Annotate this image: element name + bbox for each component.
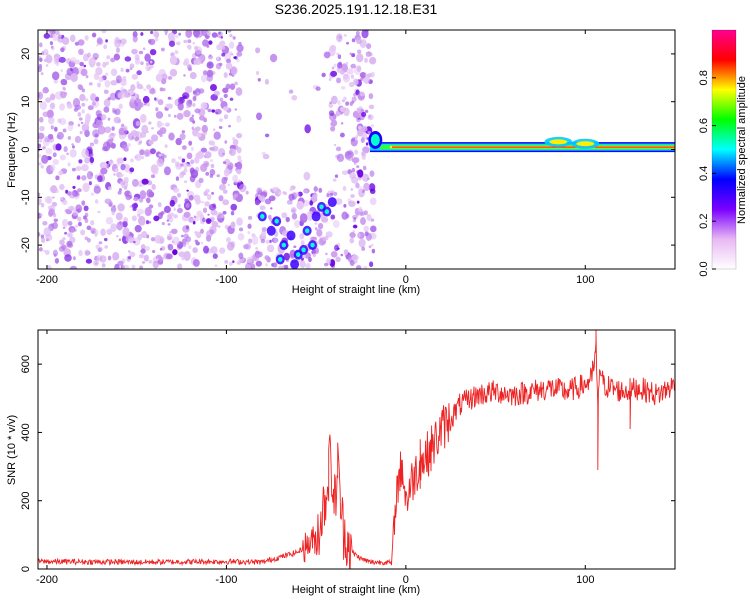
colorbar-scale [712, 30, 736, 269]
spectrogram-x-tick-label: -200 [36, 274, 58, 286]
spectrogram-x-tick-label: 100 [576, 274, 594, 286]
signal-cluster [257, 197, 337, 269]
colorbar: 0.0 0.2 0.4 0.6 0.8 Normalized spectral ampl… [698, 29, 748, 277]
snr-frame [37, 329, 676, 570]
spectrogram-x-tick-label: -100 [215, 274, 237, 286]
colorbar-label: Normalized spectral amplitude [736, 76, 748, 224]
snr-x-tick-label: -100 [215, 574, 237, 586]
spectrogram-y-axis-label: Frequency (Hz) [6, 112, 18, 188]
snr-x-tick-label: -200 [36, 574, 58, 586]
snr-y-axis-label: SNR (10 * v/v) [6, 415, 18, 485]
snr-x-tick-label: 0 [403, 574, 409, 586]
spectrogram-y-tick-label: 20 [20, 48, 32, 60]
snr-panel: -200 -100 0 100 0 200 400 600 Height of straigh… [6, 329, 676, 596]
snr-y-tick-label: 0 [20, 566, 32, 572]
spectrogram-y-tick-label: -20 [20, 237, 32, 253]
colorbar-tick-label: 0.2 [698, 214, 710, 229]
spectrogram-y-tick-label: 0 [20, 146, 32, 152]
spectrogram-x-axis-label: Height of straight line (km) [292, 284, 420, 296]
snr-y-tick-label: 200 [20, 492, 32, 510]
spectrogram-x-tick-label: 0 [403, 274, 409, 286]
snr-x-axis-label: Height of straight line (km) [292, 584, 420, 596]
snr-y-tick-label: 400 [20, 423, 32, 441]
snr-x-tick-label: 100 [576, 574, 594, 586]
snr-y-tick-label: 600 [20, 355, 32, 373]
colorbar-frame [711, 29, 737, 270]
figure-title: S236.2025.191.12.18.E31 [275, 1, 438, 17]
signal-band [368, 130, 675, 153]
colorbar-tick-label: 0.0 [698, 261, 710, 276]
colorbar-tick-label: 0.6 [698, 118, 710, 133]
snr-line [38, 330, 675, 569]
spectrogram-y-tick-label: 10 [20, 96, 32, 108]
colorbar-tick-label: 0.8 [698, 70, 710, 85]
colorbar-tick-label: 0.4 [698, 166, 710, 181]
noise-speckle [38, 30, 377, 269]
spectrogram-y-tick-label: -10 [20, 189, 32, 205]
